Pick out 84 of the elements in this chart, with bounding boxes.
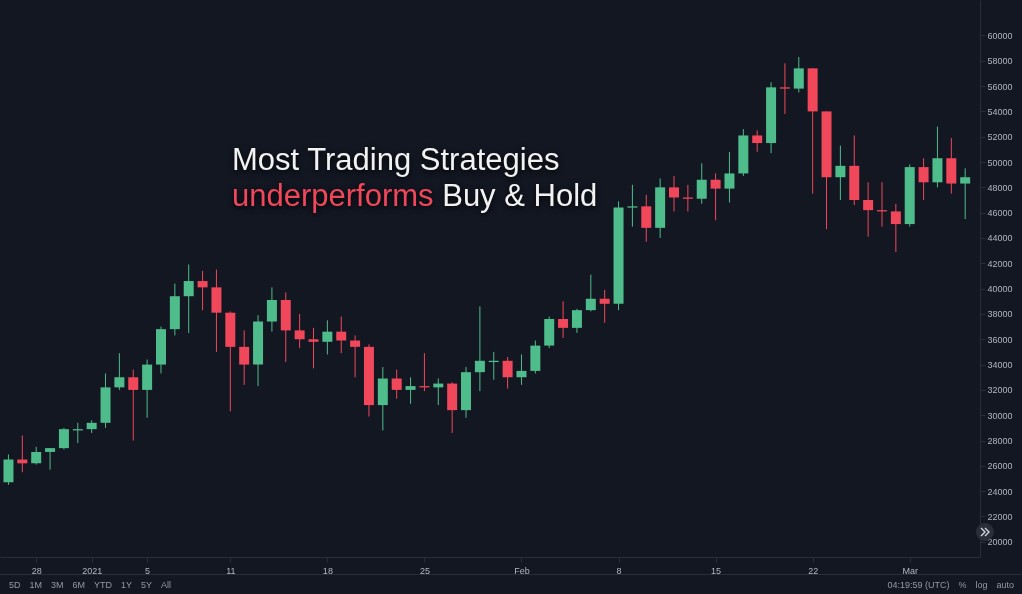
y-tick-label: 36000	[987, 334, 1013, 345]
y-tick-label: 24000	[987, 486, 1013, 497]
y-tick-label: 58000	[987, 56, 1013, 67]
y-tick-label: 34000	[987, 360, 1013, 371]
x-tick-label: 22	[808, 565, 819, 576]
candlestick	[294, 313, 305, 349]
candlestick	[474, 305, 485, 392]
text: All	[161, 580, 172, 590]
x-tick-label: 5	[145, 565, 151, 576]
candlestick	[627, 184, 638, 228]
x-tick-label: 8	[616, 565, 622, 576]
candlestick	[197, 270, 208, 311]
text: 04:19:59 (UTC)	[887, 580, 950, 590]
y-tick-label: 46000	[987, 208, 1013, 219]
y-tick-label: 28000	[987, 436, 1013, 447]
text: underperforms Buy & Hold	[232, 178, 598, 214]
candlestick	[682, 184, 693, 212]
candlestick	[45, 447, 56, 471]
candlestick	[793, 56, 804, 93]
candlestick	[918, 157, 929, 201]
text: 5Y	[141, 580, 153, 590]
x-tick-label: Feb	[514, 565, 530, 576]
y-tick-label: 52000	[987, 132, 1013, 143]
text: Most Trading Strategies	[232, 142, 561, 178]
x-tick-label: 28	[31, 565, 42, 576]
candlestick	[114, 352, 125, 391]
y-tick-label: 48000	[987, 182, 1013, 193]
candlestick	[641, 194, 652, 243]
text: %	[958, 580, 967, 590]
candlestick	[3, 453, 14, 486]
text: 1M	[29, 580, 43, 590]
text: 1Y	[121, 580, 133, 590]
candlestick	[308, 327, 319, 369]
y-tick-label: 26000	[987, 461, 1013, 472]
x-tick-label: 15	[711, 565, 722, 576]
candlestick	[890, 203, 901, 253]
candlestick	[863, 181, 874, 238]
x-tick-label: 18	[322, 565, 333, 576]
candlestick	[752, 129, 763, 153]
y-tick-label: 40000	[987, 284, 1013, 295]
text: log	[975, 580, 988, 590]
y-tick-label: 32000	[987, 385, 1013, 396]
text: auto	[996, 580, 1014, 590]
y-tick-label: 56000	[987, 81, 1013, 92]
candlestick	[128, 369, 139, 442]
candlestick	[710, 172, 721, 221]
y-tick-label: 60000	[987, 30, 1013, 41]
candlestick	[585, 274, 596, 312]
x-tick-label: 11	[226, 565, 236, 576]
candlestick	[571, 308, 582, 334]
candlestick	[502, 356, 513, 390]
candlestick	[960, 167, 971, 220]
candlestick	[405, 376, 416, 405]
candlestick	[724, 151, 735, 204]
text: 6M	[72, 580, 86, 590]
candlestick	[58, 427, 69, 450]
candlestick	[322, 319, 333, 355]
candlestick	[239, 329, 250, 386]
y-tick-label: 54000	[987, 106, 1013, 117]
text: YTD	[94, 580, 113, 590]
candlestick	[599, 289, 610, 324]
candlestick	[183, 264, 194, 334]
candlestick	[336, 315, 347, 354]
candlestick	[516, 353, 527, 386]
y-tick-label: 30000	[987, 410, 1013, 421]
y-tick-label: 42000	[987, 258, 1013, 269]
x-tick-label: 2021	[82, 565, 103, 576]
candlestick	[350, 334, 361, 378]
text: 5D	[9, 580, 21, 590]
candlestick	[779, 62, 790, 115]
candlestick	[669, 175, 680, 212]
x-tick-label: 25	[419, 565, 430, 576]
x-tick-label: Mar	[902, 565, 918, 576]
y-tick-label: 50000	[987, 157, 1013, 168]
candlestick	[391, 369, 402, 400]
candlestick	[835, 145, 846, 201]
y-tick-label: 22000	[987, 511, 1013, 522]
y-tick-label: 44000	[987, 233, 1013, 244]
candlestick	[266, 286, 277, 333]
y-tick-label: 38000	[987, 309, 1013, 320]
text: 3M	[51, 580, 64, 590]
y-tick-label: 20000	[987, 537, 1013, 548]
candlestick	[558, 300, 569, 339]
candlestick	[696, 162, 707, 205]
